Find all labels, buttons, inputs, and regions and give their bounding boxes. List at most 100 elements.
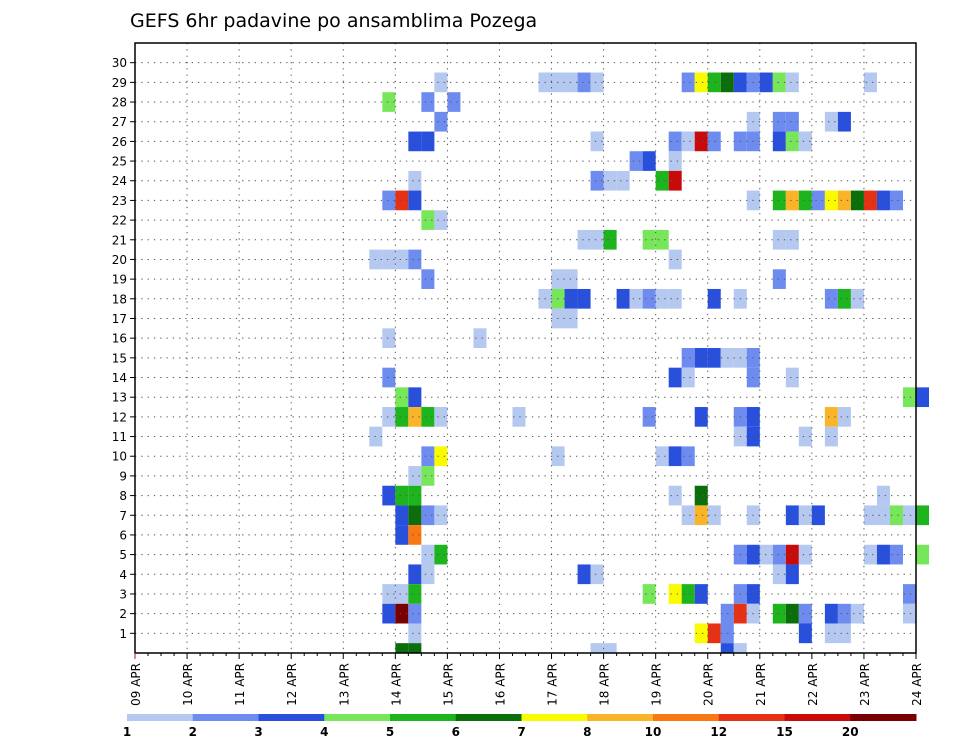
heatmap-cell	[668, 584, 682, 604]
heatmap-cell	[564, 288, 578, 309]
x-tick-label: 23 APR	[858, 663, 872, 706]
heatmap-cell	[642, 151, 656, 171]
heatmap-cell	[590, 131, 604, 152]
heatmap-cell	[889, 544, 903, 565]
grid-lines	[135, 43, 916, 653]
heatmap-cell	[681, 348, 695, 368]
heatmap-cell	[655, 229, 669, 250]
y-tick-label: 5	[119, 548, 127, 562]
heatmap-cell	[408, 131, 422, 152]
heatmap-cell	[395, 505, 409, 526]
heatmap-cell	[707, 131, 721, 152]
x-tick-label: 17 APR	[546, 663, 560, 706]
y-tick-label: 3	[119, 587, 127, 601]
heatmap-cell	[408, 603, 422, 624]
heatmap-cell	[694, 131, 708, 152]
heatmap-cell	[863, 505, 877, 526]
legend-label: 5	[386, 725, 394, 739]
y-tick-label: 7	[119, 509, 127, 523]
y-tick-label: 13	[112, 391, 127, 405]
heatmap-cell	[395, 603, 409, 624]
heatmap-cells	[369, 72, 930, 653]
legend-swatch	[324, 714, 391, 721]
heatmap-cell	[889, 505, 903, 526]
heatmap-cell	[733, 643, 747, 653]
heatmap-cell	[916, 544, 930, 565]
heatmap-cell	[694, 72, 708, 93]
y-tick-label: 29	[112, 76, 127, 90]
heatmap-cell	[837, 288, 851, 309]
heatmap-cell	[369, 249, 383, 270]
heatmap-cell	[772, 131, 786, 152]
heatmap-cell	[603, 643, 617, 653]
legend-swatch	[784, 714, 851, 721]
y-tick-label: 14	[112, 371, 127, 385]
heatmap-cell	[837, 111, 851, 132]
heatmap-cell	[408, 623, 422, 644]
heatmap-cell	[824, 407, 838, 427]
heatmap-cell	[772, 190, 786, 211]
y-tick-label: 18	[112, 292, 127, 306]
heatmap-cell	[395, 584, 409, 604]
heatmap-cell	[785, 111, 799, 132]
heatmap-cell	[408, 249, 422, 270]
y-tick-label: 2	[119, 607, 127, 621]
x-tick-label: 20 APR	[702, 663, 716, 706]
heatmap-cell	[707, 348, 721, 368]
y-tick-label: 1	[119, 627, 127, 641]
heatmap-cell	[694, 623, 708, 644]
heatmap-cell	[577, 564, 591, 585]
legend-swatch	[587, 714, 654, 721]
heatmap-cell	[564, 72, 578, 93]
heatmap-cell	[473, 328, 487, 348]
legend-label: 15	[776, 725, 793, 739]
heatmap-cell	[772, 564, 786, 585]
y-tick-label: 24	[112, 174, 127, 188]
legend-swatch	[127, 714, 194, 721]
heatmap-cell	[382, 328, 396, 348]
color-legend: 1 2 3 4 5 6 7 8 10 12 15 20	[123, 714, 917, 739]
heatmap-cell	[395, 485, 409, 506]
heatmap-cell	[382, 407, 396, 427]
heatmap-cell	[629, 288, 643, 309]
heatmap-cell	[759, 72, 773, 93]
heatmap-cell	[772, 229, 786, 250]
heatmap-cell	[694, 505, 708, 526]
heatmap-cell	[408, 564, 422, 585]
legend-label: 4	[320, 725, 328, 739]
heatmap-cell	[668, 151, 682, 171]
heatmap-cell	[811, 190, 825, 211]
y-tick-label: 19	[112, 273, 127, 287]
heatmap-cell	[395, 643, 409, 653]
heatmap-cell	[642, 229, 656, 250]
heatmap-cell	[668, 249, 682, 270]
heatmap-cell	[902, 584, 916, 604]
heatmap-cell	[798, 505, 812, 526]
heatmap-cell	[694, 584, 708, 604]
legend-label: 8	[583, 725, 591, 739]
legend-label: 12	[710, 725, 727, 739]
y-tick-label: 17	[112, 312, 127, 326]
heatmap-cell	[694, 485, 708, 506]
x-tick-label: 12 APR	[285, 663, 299, 706]
y-tick-label: 10	[112, 450, 127, 464]
x-tick-label: 15 APR	[441, 663, 455, 706]
y-axis: 1234567891011121314151617181920212223242…	[112, 56, 135, 641]
heatmap-cell	[720, 643, 734, 653]
heatmap-cell	[850, 190, 864, 211]
legend-swatch	[653, 714, 720, 721]
heatmap-cell	[772, 544, 786, 565]
heatmap-cell	[382, 190, 396, 211]
heatmap-cell	[512, 407, 526, 427]
legend-swatch	[390, 714, 457, 721]
heatmap-cell	[577, 72, 591, 93]
y-tick-label: 25	[112, 155, 127, 169]
heatmap-cell	[421, 505, 435, 526]
heatmap-cell	[395, 407, 409, 427]
heatmap-cell	[785, 367, 799, 388]
heatmap-cell	[577, 288, 591, 309]
heatmap-cell	[863, 72, 877, 93]
x-tick-label: 14 APR	[389, 663, 403, 706]
heatmap-cell	[798, 190, 812, 211]
heatmap-cell	[642, 288, 656, 309]
